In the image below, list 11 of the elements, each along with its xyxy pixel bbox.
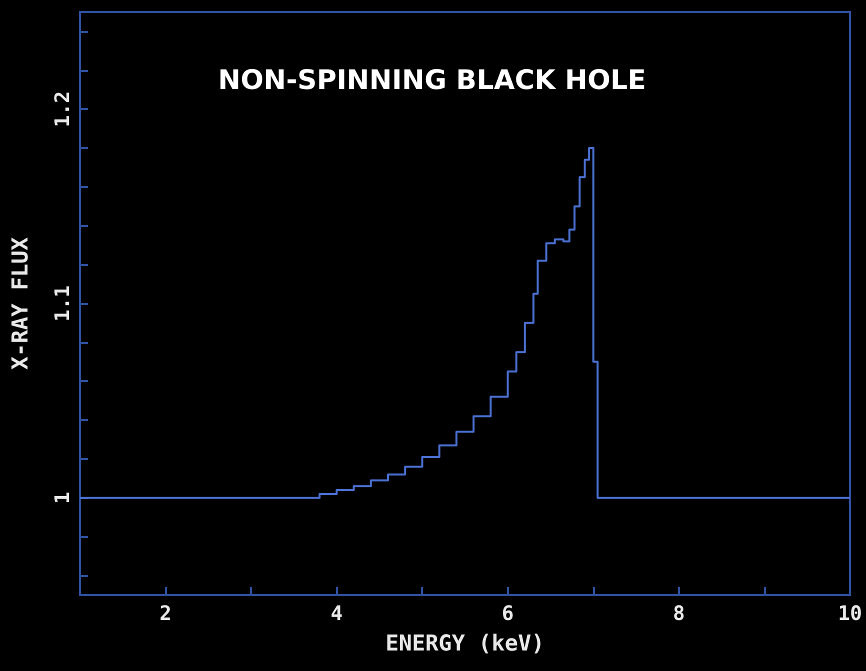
x-axis-title: ENERGY (keV) — [386, 632, 544, 656]
y-tick-label: 1.2 — [50, 91, 74, 128]
x-tick-label: 6 — [502, 601, 514, 625]
y-tick-label: 1.1 — [50, 285, 74, 322]
x-tick-label: 4 — [330, 601, 343, 625]
x-tick-label: 10 — [838, 601, 862, 625]
x-tick-label: 2 — [160, 601, 172, 625]
y-axis-title: X-RAY FLUX — [8, 237, 34, 370]
y-tick-label: 1 — [50, 492, 74, 504]
text: NON-SPINNING BLACK HOLE — [218, 65, 646, 96]
x-tick-label: 8 — [672, 601, 685, 625]
